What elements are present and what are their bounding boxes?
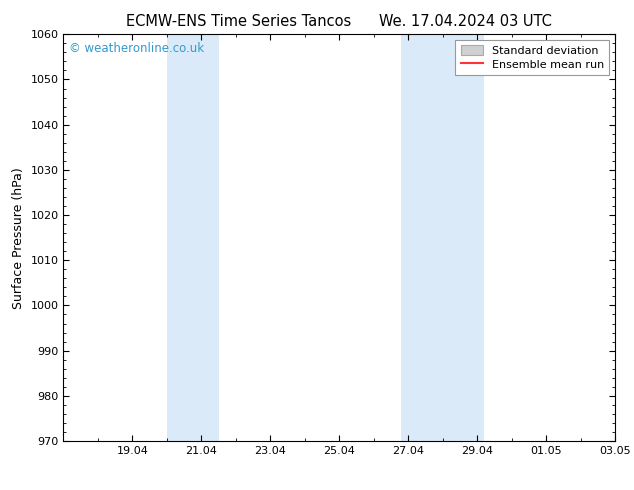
Title: ECMW-ENS Time Series Tancos      We. 17.04.2024 03 UTC: ECMW-ENS Time Series Tancos We. 17.04.20… xyxy=(126,14,552,29)
Legend: Standard deviation, Ensemble mean run: Standard deviation, Ensemble mean run xyxy=(455,40,609,75)
Bar xyxy=(167,34,219,441)
Bar xyxy=(401,34,484,441)
Y-axis label: Surface Pressure (hPa): Surface Pressure (hPa) xyxy=(12,167,25,309)
Text: © weatheronline.co.uk: © weatheronline.co.uk xyxy=(69,43,204,55)
